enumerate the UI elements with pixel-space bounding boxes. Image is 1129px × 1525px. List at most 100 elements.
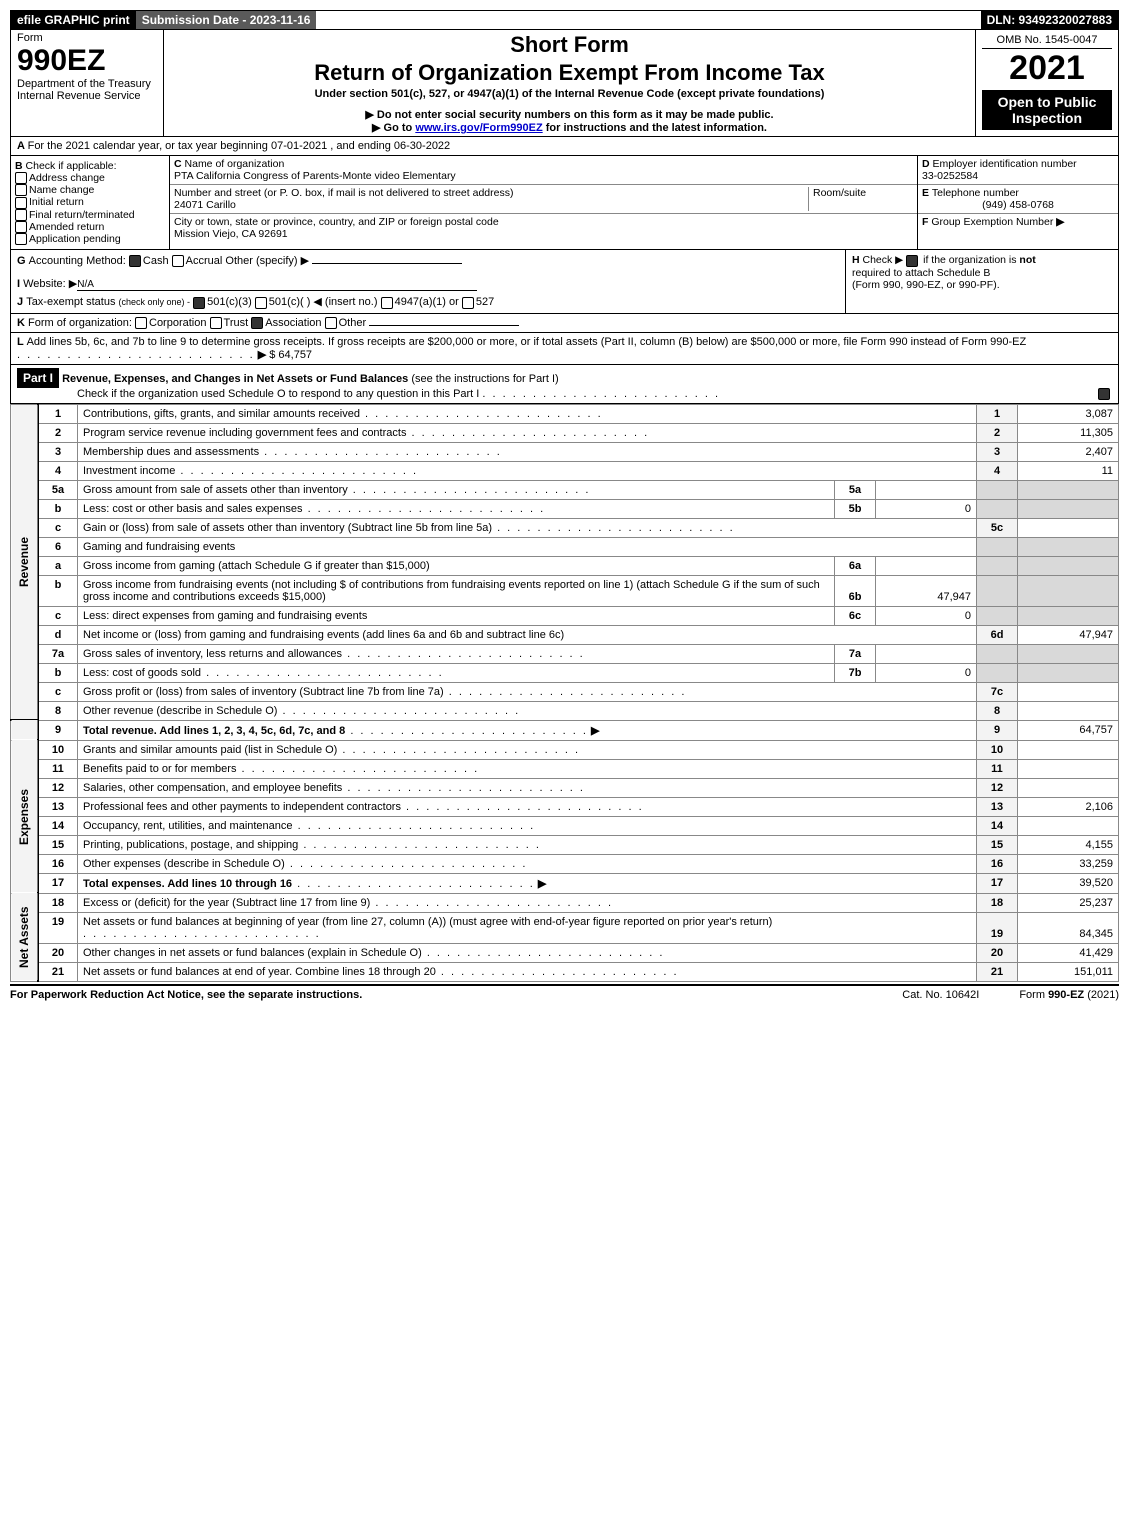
efile-label: efile GRAPHIC print — [11, 11, 136, 29]
line-ref: 15 — [977, 835, 1018, 854]
line-num: 10 — [38, 740, 78, 759]
gh-block: G Accounting Method: Cash Accrual Other … — [10, 250, 1119, 313]
line-num: 1 — [38, 404, 78, 423]
checkbox-association[interactable] — [251, 317, 263, 329]
line-desc: Salaries, other compensation, and employ… — [83, 782, 342, 794]
shade-cell — [977, 556, 1018, 575]
tax-year: 2021 — [982, 49, 1112, 88]
line-12: 12 Salaries, other compensation, and emp… — [11, 778, 1119, 797]
shade-cell — [1018, 575, 1119, 606]
line-num: 6 — [38, 537, 78, 556]
opt-amended-return: Amended return — [29, 221, 104, 233]
line-13: 13 Professional fees and other payments … — [11, 797, 1119, 816]
line-val: 11 — [1018, 461, 1119, 480]
opt-501c: 501(c)( ) ◀ (insert no.) — [269, 296, 378, 308]
part1-heading-sub: (see the instructions for Part I) — [411, 373, 558, 385]
line-desc: Net assets or fund balances at beginning… — [83, 916, 772, 928]
section-k: K Form of organization: Corporation Trus… — [10, 314, 1119, 333]
section-g-i-j: G Accounting Method: Cash Accrual Other … — [11, 250, 845, 312]
checkbox-527[interactable] — [462, 297, 474, 309]
line-num: 7a — [38, 644, 78, 663]
line-val: 41,429 — [1018, 943, 1119, 962]
checkbox-501c3[interactable] — [193, 297, 205, 309]
line-num: 15 — [38, 835, 78, 854]
phone-value: (949) 458-0768 — [922, 199, 1114, 211]
line-desc: Benefits paid to or for members — [83, 763, 236, 775]
section-b: B Check if applicable: Address change Na… — [11, 156, 170, 249]
line-num: 4 — [38, 461, 78, 480]
line-num: 12 — [38, 778, 78, 797]
checkbox-final-return[interactable] — [15, 209, 27, 221]
short-form-title: Short Form — [170, 32, 969, 58]
line-ref: 1 — [977, 404, 1018, 423]
opt-accrual: Accrual — [186, 255, 223, 267]
line-desc: Professional fees and other payments to … — [83, 801, 401, 813]
line-num: 3 — [38, 442, 78, 461]
checkbox-amended-return[interactable] — [15, 221, 27, 233]
line-desc: Gross income from gaming (attach Schedul… — [83, 560, 430, 572]
shade-cell — [1018, 537, 1119, 556]
line-7c: c Gross profit or (loss) from sales of i… — [11, 682, 1119, 701]
line-val: 4,155 — [1018, 835, 1119, 854]
line-num: b — [38, 575, 78, 606]
opt-final-return: Final return/terminated — [29, 209, 135, 221]
checkbox-h[interactable] — [906, 255, 918, 267]
line-desc: Program service revenue including govern… — [83, 427, 406, 439]
h-line3: (Form 990, 990-EZ, or 990-PF). — [852, 279, 1000, 291]
line-num: c — [38, 682, 78, 701]
line-5c: c Gain or (loss) from sale of assets oth… — [11, 518, 1119, 537]
opt-address-change: Address change — [29, 172, 105, 184]
line-ref: 11 — [977, 759, 1018, 778]
mini-ref: 5a — [835, 480, 876, 499]
line-1: Revenue 1 Contributions, gifts, grants, … — [11, 404, 1119, 423]
opt-initial-return: Initial return — [29, 196, 84, 208]
line-21: 21 Net assets or fund balances at end of… — [11, 962, 1119, 981]
line-8: 8 Other revenue (describe in Schedule O)… — [11, 701, 1119, 720]
checkbox-cash[interactable] — [129, 255, 141, 267]
checkbox-501c[interactable] — [255, 297, 267, 309]
line-val: 47,947 — [1018, 625, 1119, 644]
line-num: 20 — [38, 943, 78, 962]
line-17: 17 Total expenses. Add lines 10 through … — [11, 873, 1119, 893]
line-desc: Gross profit or (loss) from sales of inv… — [83, 686, 444, 698]
checkbox-application-pending[interactable] — [15, 233, 27, 245]
mini-ref: 6a — [835, 556, 876, 575]
part1-header-row: Part I Revenue, Expenses, and Changes in… — [10, 365, 1119, 404]
line-6b: b Gross income from fundraising events (… — [11, 575, 1119, 606]
irs-link[interactable]: www.irs.gov/Form990EZ — [415, 122, 542, 134]
city-value: Mission Viejo, CA 92691 — [174, 228, 288, 240]
arrow-icon: ▶ — [258, 349, 266, 361]
checkbox-corporation[interactable] — [135, 317, 147, 329]
other-specify-input[interactable] — [312, 263, 462, 264]
line-2: 2 Program service revenue including gove… — [11, 423, 1119, 442]
line-ref: 20 — [977, 943, 1018, 962]
line-desc: Gain or (loss) from sale of assets other… — [83, 522, 492, 534]
checkbox-initial-return[interactable] — [15, 197, 27, 209]
line-ref: 19 — [977, 912, 1018, 943]
catalog-number: Cat. No. 10642I — [902, 989, 1019, 1001]
form-title-box: Short Form Return of Organization Exempt… — [164, 30, 975, 136]
checkbox-name-change[interactable] — [15, 184, 27, 196]
line-ref: 2 — [977, 423, 1018, 442]
form-ref-post: (2021) — [1084, 989, 1119, 1001]
line-ref: 5c — [977, 518, 1018, 537]
checkbox-accrual[interactable] — [172, 255, 184, 267]
line-val — [1018, 518, 1119, 537]
checkbox-4947[interactable] — [381, 297, 393, 309]
line-val: 84,345 — [1018, 912, 1119, 943]
other-org-input[interactable] — [369, 325, 519, 326]
line-6: 6 Gaming and fundraising events — [11, 537, 1119, 556]
schedule-o-note: Check if the organization used Schedule … — [77, 388, 479, 400]
mini-ref: 6c — [835, 606, 876, 625]
line-desc: Total expenses. Add lines 10 through 16 — [83, 878, 292, 890]
form-id-box: Form 990EZ Department of the Treasury In… — [11, 30, 164, 136]
h-check-post: if the organization is — [923, 254, 1019, 266]
checkbox-address-change[interactable] — [15, 172, 27, 184]
checkbox-trust[interactable] — [210, 317, 222, 329]
checkbox-other-org[interactable] — [325, 317, 337, 329]
line-ref: 18 — [977, 893, 1018, 912]
checkbox-schedule-o[interactable] — [1098, 388, 1110, 400]
group-exemption-label: Group Exemption Number — [931, 216, 1053, 228]
line-val: 39,520 — [1018, 873, 1119, 893]
page-footer: For Paperwork Reduction Act Notice, see … — [10, 984, 1119, 1001]
